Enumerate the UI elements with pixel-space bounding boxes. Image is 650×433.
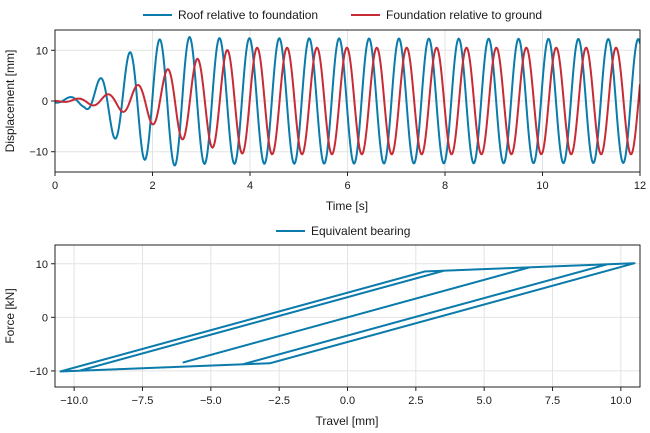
x-tick-label: 2 bbox=[149, 180, 155, 192]
series-layer bbox=[59, 262, 636, 373]
y-tick-label: −10 bbox=[29, 366, 48, 378]
y-tick-label: 0 bbox=[42, 96, 48, 108]
x-tick-label: 0 bbox=[52, 180, 58, 192]
x-tick-label: 10 bbox=[536, 180, 548, 192]
series-line-foundation bbox=[55, 46, 640, 156]
x-tick-label: 2.5 bbox=[408, 395, 423, 407]
series-layer bbox=[55, 35, 640, 167]
x-tick-label: −10.0 bbox=[60, 395, 88, 407]
x-tick-label: 10.0 bbox=[610, 395, 631, 407]
legend: Equivalent bearing bbox=[276, 224, 410, 238]
x-axis-label: Travel [mm] bbox=[316, 414, 379, 428]
x-tick-label: 7.5 bbox=[545, 395, 560, 407]
x-tick-label: −7.5 bbox=[132, 395, 154, 407]
x-tick-label: 4 bbox=[247, 180, 253, 192]
y-tick-label: −10 bbox=[29, 147, 48, 159]
y-tick-label: 0 bbox=[42, 312, 48, 324]
ticks: −10.0 −7.5 −5.0 −2.5 0.0 2.5 5.0 7.5 10.0 −10 0 10 bbox=[29, 259, 631, 407]
legend-label-foundation: Foundation relative to ground bbox=[386, 8, 542, 22]
x-tick-label: 0.0 bbox=[340, 395, 355, 407]
legend-label-roof: Roof relative to foundation bbox=[178, 8, 318, 22]
y-tick-label: 10 bbox=[36, 259, 48, 271]
legend-label-bearing: Equivalent bearing bbox=[311, 224, 410, 238]
x-tick-label: 12 bbox=[634, 180, 646, 192]
series-line-roof bbox=[55, 35, 640, 167]
x-tick-label: 8 bbox=[442, 180, 448, 192]
y-axis-label: Displacement [mm] bbox=[3, 50, 17, 153]
legend: Roof relative to foundation Foundation r… bbox=[143, 8, 542, 22]
x-tick-label: −2.5 bbox=[268, 395, 290, 407]
x-tick-label: 6 bbox=[344, 180, 350, 192]
y-tick-label: 10 bbox=[36, 45, 48, 57]
force-travel-chart: −10.0 −7.5 −5.0 −2.5 0.0 2.5 5.0 7.5 10.0−10010 … bbox=[3, 224, 641, 428]
x-tick-label: 5.0 bbox=[477, 395, 492, 407]
x-axis-label: Time [s] bbox=[326, 199, 368, 213]
displacement-time-chart: 0 2 4 6 8 10 12 −10 0 10 Time [s] Displacement [m… bbox=[3, 8, 646, 213]
x-tick-label: −5.0 bbox=[200, 395, 222, 407]
ticks: 0 2 4 6 8 10 12 −10 0 10 bbox=[29, 45, 646, 192]
y-axis-label: Force [kN] bbox=[3, 288, 17, 343]
series-line-bearing bbox=[59, 262, 636, 373]
